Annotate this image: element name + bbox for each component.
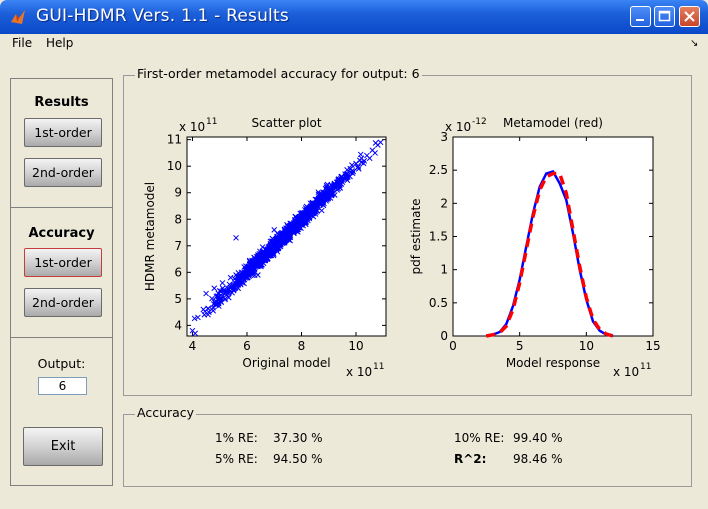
accuracy-second-order-button[interactable]: 2nd-order bbox=[24, 288, 102, 317]
exit-button[interactable]: Exit bbox=[23, 427, 103, 466]
dock-arrow-icon[interactable]: ↘ bbox=[690, 38, 699, 49]
results-second-order-button[interactable]: 2nd-order bbox=[24, 158, 102, 187]
minimize-button[interactable] bbox=[630, 6, 651, 27]
maximize-icon bbox=[658, 10, 671, 22]
window-title: GUI-HDMR Vers. 1.1 - Results bbox=[36, 6, 289, 26]
left-panel bbox=[10, 78, 113, 486]
menu-help[interactable]: Help bbox=[46, 36, 74, 50]
re1-value: 37.30 % bbox=[273, 431, 323, 445]
re10-label: 10% RE: bbox=[454, 431, 505, 445]
divider bbox=[10, 337, 113, 338]
output-label: Output: bbox=[37, 356, 86, 371]
re1-label: 1% RE: bbox=[215, 431, 258, 445]
output-field[interactable]: 6 bbox=[38, 377, 87, 395]
r2-value: 98.46 % bbox=[513, 452, 563, 466]
menu-bar: File Help ↘ bbox=[0, 34, 708, 54]
close-button[interactable] bbox=[679, 6, 700, 27]
divider bbox=[10, 207, 113, 208]
results-label: Results bbox=[34, 95, 89, 110]
accuracy-first-order-button[interactable]: 1st-order bbox=[24, 248, 102, 277]
results-first-order-button[interactable]: 1st-order bbox=[24, 118, 102, 147]
minimize-icon bbox=[636, 19, 644, 21]
re10-value: 99.40 % bbox=[513, 431, 563, 445]
accuracy-panel-title: Accuracy bbox=[135, 405, 197, 420]
matlab-icon bbox=[11, 10, 25, 24]
close-icon bbox=[684, 11, 695, 22]
accuracy-label: Accuracy bbox=[28, 226, 95, 241]
re5-label: 5% RE: bbox=[215, 452, 258, 466]
accuracy-panel bbox=[123, 414, 692, 487]
maximize-button[interactable] bbox=[654, 6, 675, 27]
r2-label: R^2: bbox=[454, 452, 487, 466]
re5-value: 94.50 % bbox=[273, 452, 323, 466]
plot-panel bbox=[123, 75, 692, 396]
plot-panel-title: First-order metamodel accuracy for outpu… bbox=[135, 66, 422, 81]
menu-file[interactable]: File bbox=[12, 36, 33, 50]
title-bar: GUI-HDMR Vers. 1.1 - Results bbox=[0, 0, 708, 34]
